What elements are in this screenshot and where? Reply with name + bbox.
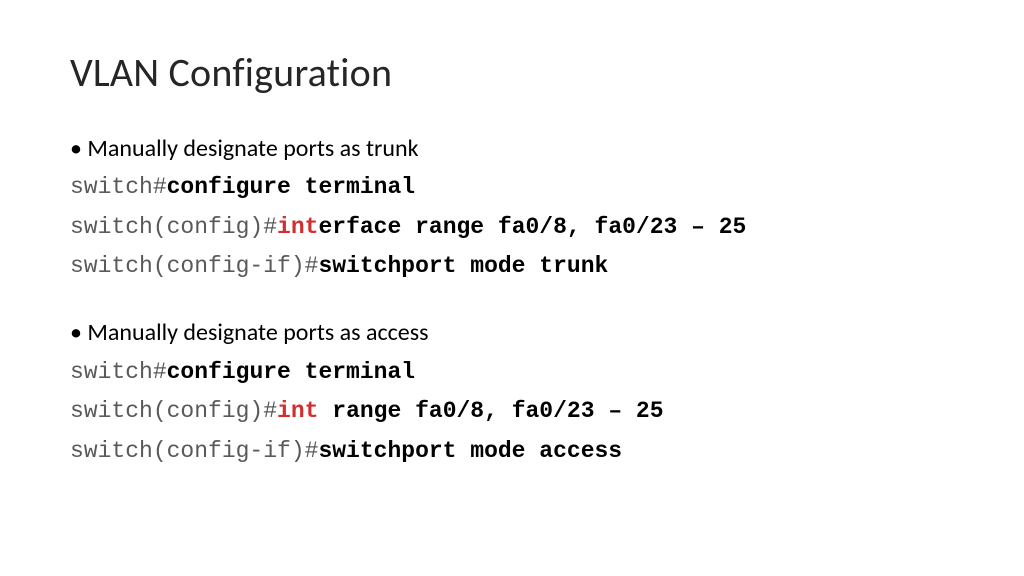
page-title: VLAN Configuration bbox=[70, 48, 954, 97]
code-line: switch#configure terminal bbox=[70, 356, 954, 389]
code-line: switch(config-if)#switchport mode access bbox=[70, 435, 954, 468]
code-line: switch#configure terminal bbox=[70, 171, 954, 204]
section-gap bbox=[70, 289, 954, 317]
code-line: switch(config-if)#switchport mode trunk bbox=[70, 250, 954, 283]
code-line: switch(config)#int range fa0/8, fa0/23 –… bbox=[70, 395, 954, 428]
cli-prompt: switch(config)# bbox=[70, 214, 277, 240]
cli-command: switchport mode access bbox=[318, 438, 622, 464]
cli-command: erface range fa0/8, fa0/23 – 25 bbox=[318, 214, 746, 240]
cli-keyword: int bbox=[277, 214, 318, 240]
cli-command: switchport mode trunk bbox=[318, 253, 608, 279]
cli-prompt: switch# bbox=[70, 174, 167, 200]
cli-command: configure terminal bbox=[167, 174, 415, 200]
cli-prompt: switch# bbox=[70, 359, 167, 385]
cli-prompt: switch(config)# bbox=[70, 398, 277, 424]
cli-prompt: switch(config-if)# bbox=[70, 438, 318, 464]
code-line: switch(config)#interface range fa0/8, fa… bbox=[70, 211, 954, 244]
bullet-trunk: Manually designate ports as trunk bbox=[70, 133, 954, 165]
slide: VLAN Configuration Manually designate po… bbox=[0, 0, 1024, 576]
cli-prompt: switch(config-if)# bbox=[70, 253, 318, 279]
cli-keyword: int bbox=[277, 398, 318, 424]
cli-command: range fa0/8, fa0/23 – 25 bbox=[318, 398, 663, 424]
cli-command: configure terminal bbox=[167, 359, 415, 385]
bullet-access: Manually designate ports as access bbox=[70, 317, 954, 349]
